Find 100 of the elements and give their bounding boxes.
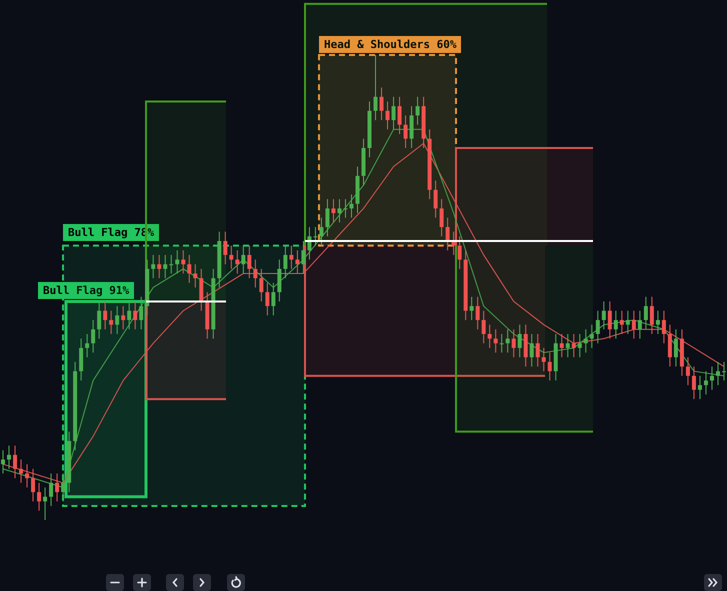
candlestick [692, 366, 696, 400]
candlestick [662, 310, 666, 344]
candlestick [494, 328, 498, 354]
candlestick [229, 245, 234, 270]
candlestick [235, 250, 240, 274]
candlestick [608, 300, 612, 340]
candlestick [572, 334, 576, 358]
candlestick [55, 473, 60, 502]
candlestick [506, 328, 510, 354]
candlestick [265, 282, 270, 316]
candlestick [470, 296, 474, 321]
candlestick [500, 334, 504, 354]
candlestick [199, 268, 204, 312]
candlestick [476, 296, 480, 330]
candlestick [626, 310, 630, 334]
candlestick [482, 310, 486, 344]
candlestick [716, 361, 720, 386]
candlestick [91, 320, 96, 354]
candlestick [181, 250, 186, 274]
candlestick [374, 54, 378, 121]
candlestick [524, 324, 528, 368]
candlestick [542, 347, 546, 372]
candlestick [169, 254, 174, 274]
candlestick [512, 328, 516, 358]
candlestick [518, 324, 522, 358]
candlestick [313, 226, 318, 246]
candlestick [157, 254, 162, 279]
candlestick [43, 486, 48, 520]
candlestick [31, 468, 36, 502]
text: Head & Shoulders 60% [319, 36, 462, 53]
candlestick [295, 250, 300, 274]
candlestick [187, 254, 192, 284]
candlestick [259, 268, 264, 302]
candlestick [289, 245, 294, 270]
candlestick [325, 198, 330, 237]
candlestick [271, 282, 276, 316]
candlestick [404, 114, 408, 148]
candlestick [97, 300, 102, 340]
candlestick [446, 217, 450, 251]
candlestick [674, 328, 678, 368]
candlestick [488, 324, 492, 348]
candlestick [277, 259, 282, 302]
candlestick [686, 356, 690, 386]
candlestick [656, 310, 660, 334]
candlestick [698, 375, 702, 400]
candlestick [319, 217, 324, 246]
candlestick [722, 361, 726, 381]
candlestick [704, 370, 708, 395]
candlestick [331, 198, 336, 223]
candlestick [536, 334, 540, 368]
candlestick [644, 296, 648, 330]
candlestick [193, 264, 198, 288]
candlestick [25, 464, 30, 488]
candlestick [566, 334, 570, 358]
candlestick [386, 101, 390, 130]
candlestick [638, 310, 642, 340]
candlestick [590, 324, 594, 348]
candlestick [584, 328, 588, 354]
candlestick [79, 338, 84, 381]
candlestick [398, 96, 402, 135]
candlestick [632, 310, 636, 340]
candlestick [253, 259, 258, 288]
candlestick [410, 106, 414, 148]
candlestick [175, 250, 180, 274]
candlestick [151, 254, 156, 279]
candlestick [337, 198, 342, 223]
candlestick [710, 366, 714, 390]
candlestick [530, 334, 534, 368]
candlestick [416, 96, 420, 126]
candlestick [392, 96, 396, 130]
candlestick [602, 300, 606, 330]
candlestick [548, 352, 552, 381]
candlestick [49, 473, 54, 507]
candlestick [223, 231, 228, 265]
candlestick [668, 324, 672, 368]
candlestick [650, 296, 654, 334]
candlestick [247, 245, 252, 279]
candlestick [103, 300, 108, 330]
candlestick [139, 296, 144, 330]
candlestick [620, 310, 624, 334]
candlestick [121, 306, 126, 330]
candlestick [614, 310, 618, 340]
candlestick [19, 459, 24, 484]
candlestick [458, 236, 462, 270]
candlestick [349, 194, 354, 218]
candlestick [85, 334, 90, 358]
candlestick [560, 334, 564, 358]
candlestick [434, 180, 438, 218]
candlestick [283, 245, 288, 279]
candlestick [127, 300, 132, 330]
candlestick [440, 198, 444, 237]
candlestick [7, 445, 12, 470]
candlestick [578, 334, 582, 358]
candlestick [241, 245, 246, 274]
candlestick [13, 445, 18, 479]
candlestick [1, 450, 6, 474]
candlestick [133, 300, 138, 330]
candlestick [343, 198, 348, 218]
candlestick [163, 254, 168, 279]
candlestick [37, 482, 42, 512]
